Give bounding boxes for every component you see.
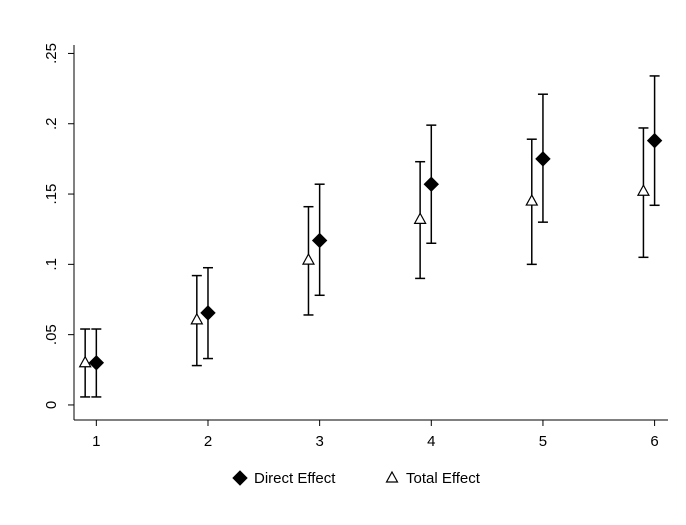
triangle-marker [413, 212, 427, 224]
y-tick-label: .1 [43, 258, 60, 271]
x-tick-label: 6 [650, 433, 658, 450]
triangle-marker [636, 183, 650, 196]
triangle-marker [525, 193, 539, 206]
x-tick-label: 1 [92, 433, 100, 450]
diamond-marker [311, 232, 328, 249]
x-tick-label: 4 [427, 433, 435, 450]
diamond-marker [423, 176, 440, 192]
legend-marker [232, 470, 248, 486]
y-tick-label: .2 [43, 117, 60, 130]
x-tick-label: 2 [204, 433, 212, 450]
triangle-marker [190, 312, 204, 325]
y-tick-label: .25 [43, 43, 60, 64]
legend-marker [385, 470, 399, 483]
y-tick-label: 0 [43, 401, 60, 409]
legend-label: Total Effect [406, 470, 481, 487]
triangle-marker [78, 355, 92, 368]
x-tick-label: 3 [315, 433, 323, 450]
diamond-marker [535, 151, 551, 167]
triangle-marker [301, 252, 315, 265]
y-tick-label: .15 [43, 184, 60, 205]
x-tick-label: 5 [539, 433, 547, 450]
diamond-marker [646, 132, 663, 149]
y-tick-label: .05 [43, 324, 60, 345]
diamond-marker [88, 355, 105, 371]
legend-label: Direct Effect [254, 470, 336, 487]
diamond-marker [200, 305, 216, 321]
